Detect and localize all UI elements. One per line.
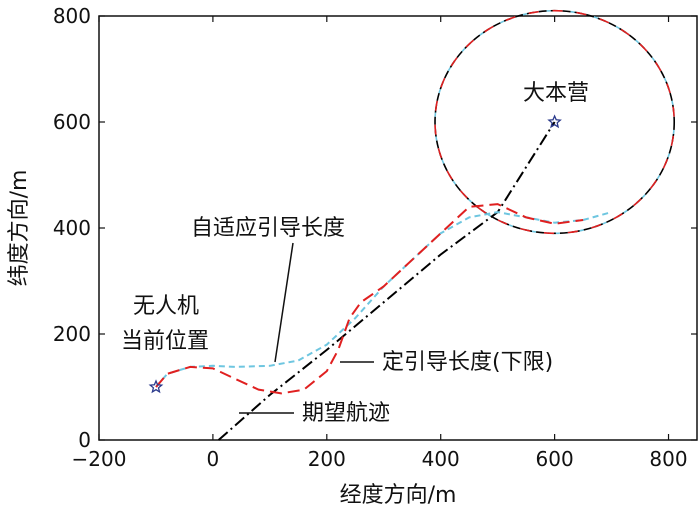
x-tick-label: −200 bbox=[72, 447, 127, 471]
annotation-layer: 大本营 无人机 当前位置 自适应引导长度 定引导长度(下限) 期望航迹 bbox=[121, 81, 589, 426]
base-marker bbox=[547, 114, 562, 129]
adaptive-leader-line bbox=[274, 242, 294, 363]
uav-label-line2: 当前位置 bbox=[121, 329, 209, 354]
loiter-circle-adaptive bbox=[434, 9, 676, 235]
series-adaptive bbox=[155, 211, 612, 388]
x-tick-label: 0 bbox=[207, 447, 220, 471]
y-tick-label: 0 bbox=[78, 428, 91, 452]
plot-frame bbox=[98, 15, 698, 441]
y-axis-label: 纬度方向/m bbox=[7, 170, 32, 287]
y-tick-label: 600 bbox=[53, 110, 91, 134]
x-tick-label: 600 bbox=[536, 447, 574, 471]
series-fixed bbox=[155, 203, 584, 395]
uav-marker bbox=[148, 379, 164, 394]
loiter-circle-fixed bbox=[434, 9, 676, 235]
x-tick-label: 200 bbox=[308, 447, 346, 471]
loiter-circle bbox=[434, 9, 676, 235]
base-label: 大本营 bbox=[523, 81, 589, 106]
series-layer bbox=[148, 9, 676, 441]
y-tick-label: 800 bbox=[53, 4, 91, 28]
adaptive-label: 自适应引导长度 bbox=[191, 216, 345, 241]
y-tick-label: 200 bbox=[53, 322, 91, 346]
x-tick-label: 800 bbox=[649, 447, 687, 471]
axes: −200 0 200 400 600 8000200400600800经度方向/m纬度方向… bbox=[7, 4, 698, 508]
desired-label: 期望航迹 bbox=[302, 401, 390, 426]
uav-label-line1: 无人机 bbox=[133, 294, 199, 319]
fixed-label: 定引导长度(下限) bbox=[382, 350, 553, 375]
series-desired bbox=[217, 121, 556, 441]
x-axis-label: 经度方向/m bbox=[340, 483, 457, 508]
y-tick-label: 400 bbox=[53, 216, 91, 240]
x-tick-label: 400 bbox=[422, 447, 460, 471]
